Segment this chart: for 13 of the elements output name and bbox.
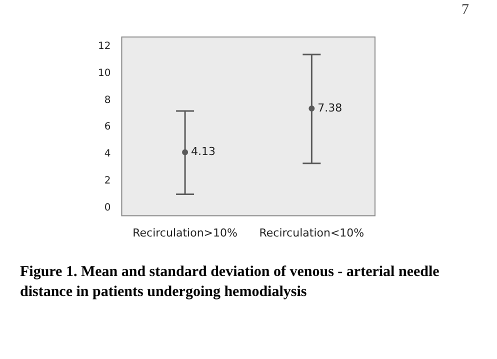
y-tick-label: 4 <box>104 148 111 160</box>
data-label: 7.38 <box>318 101 342 114</box>
y-tick-label: 8 <box>104 94 111 106</box>
y-tick-label: 2 <box>104 175 111 186</box>
y-tick-label: 10 <box>98 68 111 79</box>
text: 7 <box>462 2 469 19</box>
x-tick-label: Recirculation>10% <box>132 226 238 240</box>
data-label: 4.13 <box>191 145 216 158</box>
y-tick-label: 0 <box>104 202 111 214</box>
caption: Figure 1. Mean and standard deviation of venous - arterial needle distance in patients undergoing hemodialysis <box>20 263 440 302</box>
y-tick-label: 6 <box>104 122 111 133</box>
x-tick-label: Recirculation<10% <box>259 226 364 240</box>
y-tick-label: 12 <box>98 41 111 52</box>
